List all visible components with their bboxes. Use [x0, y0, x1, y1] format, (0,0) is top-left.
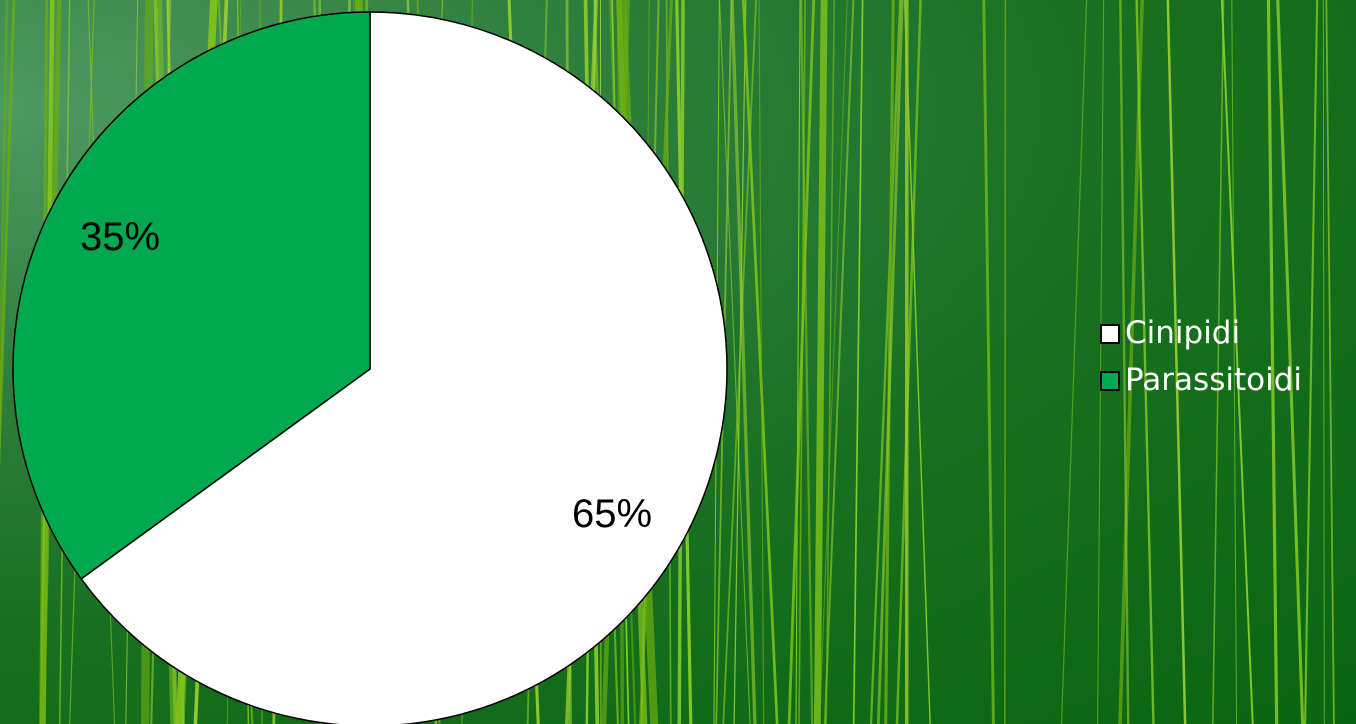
grass-stripe: [982, 0, 995, 724]
grass-stripe: [1220, 0, 1254, 724]
legend-item-cinipidi: Cinipidi: [1100, 310, 1302, 357]
grass-stripe: [795, 0, 801, 724]
grass-stripe: [1266, 0, 1279, 724]
grass-stripe: [1166, 0, 1187, 724]
grass-stripe: [718, 0, 751, 724]
grass-stripe: [1004, 0, 1007, 724]
grass-stripe: [869, 0, 902, 724]
chart-legend: Cinipidi Parassitoidi: [1100, 310, 1302, 404]
pie-slice-parassitoidi: [12, 11, 371, 580]
legend-label-cinipidi: Cinipidi: [1125, 315, 1241, 351]
pie-label-cinipidi: 65%: [572, 492, 652, 536]
legend-swatch-cinipidi: [1100, 323, 1120, 344]
grass-stripe: [1212, 0, 1225, 724]
pie-slice-cinipidi: [80, 11, 728, 724]
grass-stripe: [1060, 0, 1088, 724]
grass-stripe: [1322, 0, 1325, 724]
grass-stripe: [1119, 0, 1130, 724]
grass-stripe: [1231, 0, 1238, 724]
grass-stripe: [1135, 0, 1155, 724]
grass-stripe: [876, 0, 904, 724]
grass-stripe: [0, 0, 9, 453]
grass-stripe: [0, 0, 16, 470]
grass-stripe: [741, 0, 779, 724]
grass-stripe: [1304, 0, 1319, 724]
grass-stripe: [819, 0, 848, 724]
grass-stripe: [903, 0, 931, 724]
grass-stripe: [813, 0, 828, 724]
grass-stripe: [758, 0, 765, 724]
grass-stripe: [722, 0, 758, 724]
grass-stripe: [730, 0, 757, 724]
grass-stripe: [787, 0, 816, 724]
grass-stripe: [895, 0, 922, 724]
grass-stripe: [1097, 0, 1105, 724]
grass-stripe: [799, 0, 814, 724]
grass-stripe: [823, 0, 855, 724]
grass-stripe: [1276, 0, 1305, 724]
grass-stripe: [1325, 0, 1335, 724]
pie-label-parassitoidi: 35%: [80, 215, 160, 259]
grass-stripe: [852, 0, 864, 724]
grass-stripe: [825, 0, 835, 724]
legend-label-parassitoidi: Parassitoidi: [1125, 362, 1302, 398]
legend-swatch-parassitoidi: [1100, 370, 1120, 391]
legend-item-parassitoidi: Parassitoidi: [1100, 357, 1302, 404]
